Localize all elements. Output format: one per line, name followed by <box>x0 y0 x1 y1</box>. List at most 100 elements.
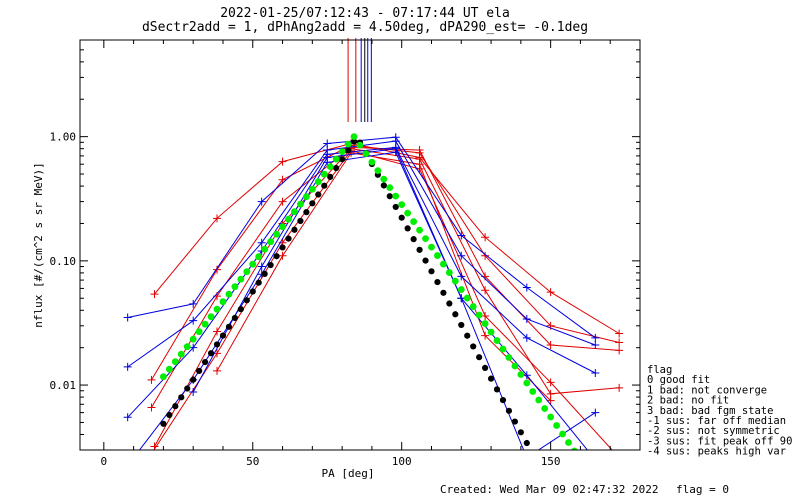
red-data-point <box>481 311 490 320</box>
black-fit-point <box>213 341 221 348</box>
black-fit-point <box>344 147 352 154</box>
blue-data-point <box>257 262 266 271</box>
red-data-point <box>415 146 424 155</box>
footer-created: Created: Wed Mar 09 02:47:32 2022 <box>440 483 659 496</box>
red-data-point <box>415 160 424 169</box>
black-fit-point <box>249 288 256 295</box>
blue-data-point <box>391 144 400 153</box>
red-data-point <box>546 341 555 350</box>
black-fit-point <box>279 244 286 251</box>
y-axis-label: nflux [#/(cm^2 s sr MeV)] <box>32 162 45 328</box>
black-fit-point <box>172 403 179 410</box>
green-fit-point <box>386 184 394 192</box>
red-data-point <box>546 288 555 297</box>
black-fit-point <box>255 279 262 286</box>
blue-data-point <box>522 333 531 342</box>
vertical-marker-group <box>347 38 372 122</box>
blue-data-point <box>591 333 600 342</box>
black-fit-point <box>207 350 215 357</box>
green-fit-point <box>308 185 316 193</box>
x-axis-label: PA [deg] <box>322 467 375 480</box>
chart-title-line1: 2022-01-25/07:12:43 - 07:17:44 UT ela <box>220 6 510 21</box>
flag-legend-line: 1 bad: not converge <box>647 384 767 396</box>
green-fit-point <box>332 155 340 163</box>
black-fit-point <box>184 385 191 392</box>
black-fit-point <box>350 138 358 145</box>
black-fit-point <box>530 451 536 457</box>
red-data-point <box>278 251 287 260</box>
red-data-point <box>213 327 222 336</box>
green-fit-point <box>451 277 459 285</box>
red-data-point <box>481 286 490 295</box>
black-fit-point <box>464 332 471 339</box>
black-fit-point <box>452 311 459 318</box>
green-fit-point <box>380 175 388 183</box>
green-fit-point <box>463 294 471 302</box>
blue-series-line <box>127 136 596 339</box>
black-fit-point <box>386 193 393 200</box>
blue-data-point <box>457 251 466 260</box>
black-fit-point <box>231 314 238 322</box>
fit-curves-group <box>160 133 584 463</box>
green-fit-point <box>326 163 334 171</box>
green-fit-point <box>499 345 507 353</box>
green-fit-point <box>571 447 578 450</box>
blue-data-point <box>130 454 138 462</box>
green-fit-point <box>577 456 584 463</box>
blue-data-point <box>189 387 198 396</box>
flag-legend-line: 3 bad: bad fgm state <box>647 405 773 417</box>
green-fit-point <box>231 283 239 291</box>
chart-title-line2: dSectr2add = 1, dPhAng2add = 4.50deg, dP… <box>142 20 588 35</box>
red-data-point <box>150 290 159 299</box>
black-fit-point <box>261 270 268 277</box>
black-fit-point <box>392 203 399 211</box>
blue-data-point <box>591 341 600 350</box>
flag-legend-line: 0 good fit <box>647 374 710 386</box>
red-series-line <box>154 142 620 334</box>
green-fit-point <box>398 201 406 209</box>
black-fit-point <box>505 407 513 414</box>
green-fit-point <box>279 223 286 231</box>
green-fit-point <box>285 215 292 223</box>
black-fit-point <box>339 156 346 163</box>
blue-data-point <box>591 369 600 378</box>
black-fit-point <box>410 236 417 243</box>
blue-data-point <box>522 283 531 292</box>
green-fit-point <box>559 430 566 438</box>
black-fit-point <box>166 411 173 419</box>
black-fit-point <box>321 182 328 189</box>
red-data-point <box>213 366 222 375</box>
green-fit-point <box>392 192 400 200</box>
red-data-point <box>615 329 624 338</box>
x-tick-label: 50 <box>246 455 259 468</box>
black-fit-point <box>416 246 423 253</box>
red-data-point <box>546 378 555 387</box>
y-tick-label: 1.00 <box>50 131 77 144</box>
black-fit-point <box>380 182 387 189</box>
flag-legend-line: flag <box>647 364 672 376</box>
black-fit-point <box>440 289 447 296</box>
blue-series-line <box>127 146 596 418</box>
green-fit-point <box>541 405 549 412</box>
red-data-point <box>615 346 624 355</box>
blue-data-point <box>457 231 466 240</box>
x-tick-label: 150 <box>541 455 561 468</box>
green-fit-point <box>302 193 310 201</box>
red-series-line <box>154 148 620 447</box>
blue-data-point <box>591 408 600 417</box>
red-data-point <box>615 338 624 347</box>
flag-legend: flag 0 good fit 1 bad: not converge 2 ba… <box>647 364 792 458</box>
black-fit-point <box>225 323 233 330</box>
green-fit-point <box>213 305 221 313</box>
black-fit-point <box>160 420 167 427</box>
green-fit-point <box>565 439 572 446</box>
black-fit-point <box>482 364 489 372</box>
green-fit-point <box>428 243 435 251</box>
black-fit-point <box>196 367 203 374</box>
blue-data-point <box>257 197 266 206</box>
blue-data-point <box>591 456 599 464</box>
black-fit-point <box>434 278 441 286</box>
red-data-point <box>147 403 156 412</box>
red-data-point <box>213 265 222 274</box>
